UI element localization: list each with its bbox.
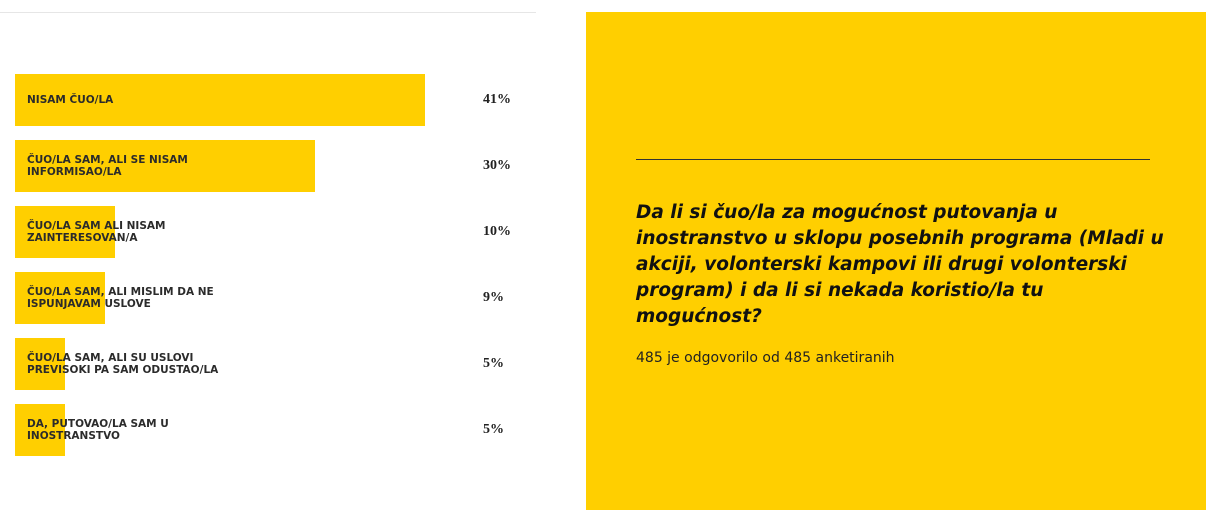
bar-label: ČUO/LA SAM ALI NISAM ZAINTERESOVAN/A (27, 220, 166, 244)
divider (0, 12, 536, 13)
value-label: 41% (483, 92, 511, 107)
bar (15, 404, 65, 456)
bar (15, 338, 65, 390)
bar-label: DA, PUTOVAO/LA SAM U INOSTRANSTVO (27, 418, 169, 442)
subtitle: 485 je odgovorilo od 485 anketiranih (636, 350, 895, 366)
bar (15, 206, 115, 258)
value-label: 9% (483, 290, 504, 305)
value-label: 10% (483, 224, 511, 239)
bar-label: ČUO/LA SAM, ALI MISLIM DA NE ISPUNJAVAM … (27, 286, 214, 310)
bar (15, 140, 315, 192)
bar (15, 74, 425, 126)
question-panel: Da li si čuo/la za mogućnost putovanja u… (586, 12, 1206, 510)
value-label: 5% (483, 356, 504, 371)
bar-label: NISAM ČUO/LA (27, 94, 114, 106)
question: Da li si čuo/la za mogućnost putovanja u… (636, 202, 1164, 327)
bar-label: ČUO/LA SAM, ALI SE NISAM INFORMISAO/LA (27, 154, 188, 178)
value-label: 30% (483, 158, 511, 173)
bar-label: ČUO/LA SAM, ALI SU USLOVI PREVISOKI PA S… (27, 352, 219, 376)
panel-divider (636, 159, 1150, 160)
bar (15, 272, 105, 324)
value-label: 5% (483, 422, 504, 437)
